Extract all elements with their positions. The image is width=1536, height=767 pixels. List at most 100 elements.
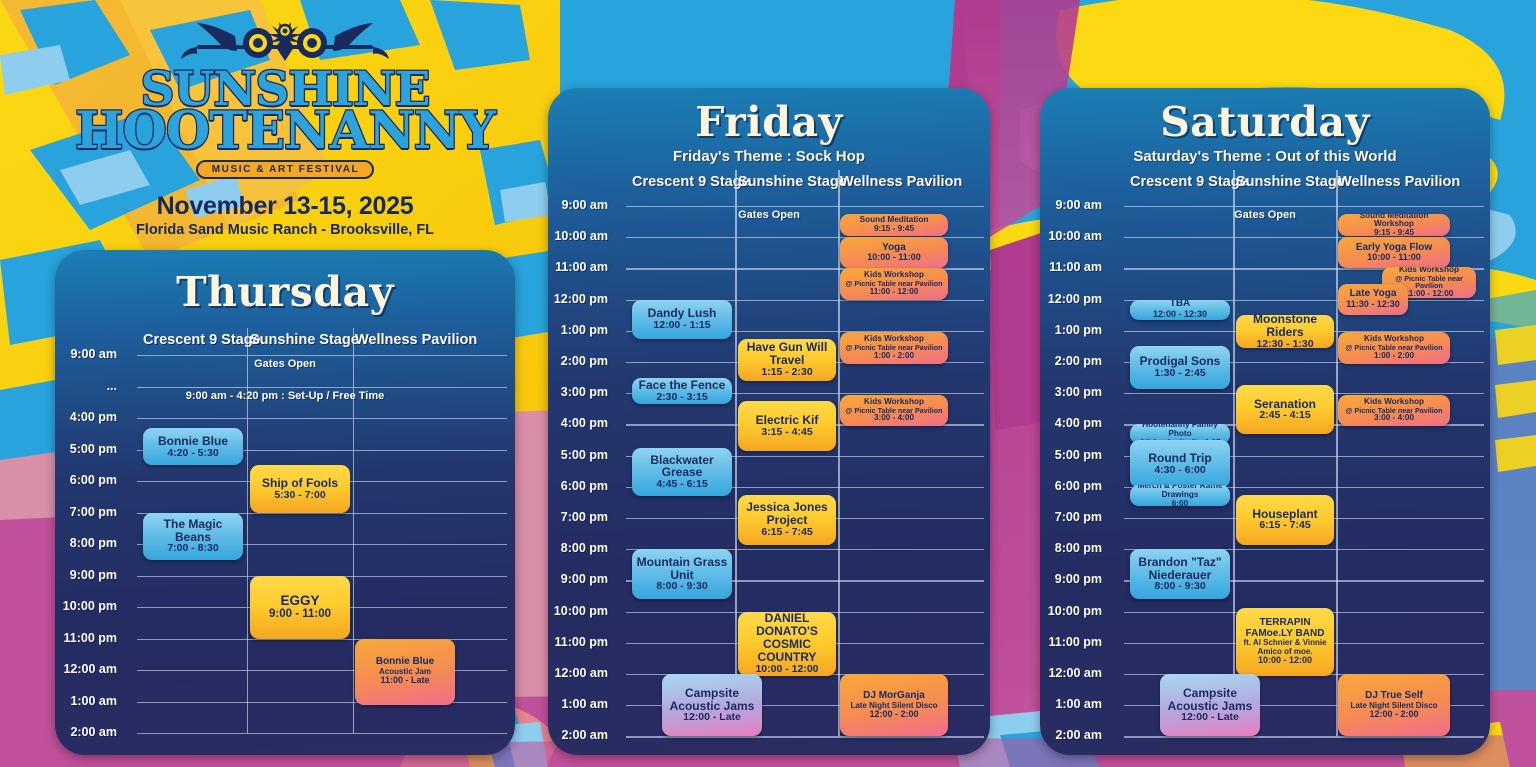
logo-subtitle: MUSIC & ART FESTIVAL: [195, 160, 375, 180]
event-time: 11:00 - 12:00: [869, 286, 919, 296]
grid-line: [1124, 455, 1484, 457]
column-header-sunshine-stage: Sunshine Stage: [1236, 174, 1345, 190]
event-card[interactable]: Sound Meditation Workshop 9:15 - 9:45: [1338, 213, 1450, 236]
event-card[interactable]: Face the Fence 2:30 - 3:15: [632, 377, 732, 405]
grid-line: [626, 268, 984, 270]
event-time: 12:00 - 2:00: [1369, 708, 1419, 719]
event-card[interactable]: DJ True Self Late Night Silent Disco 12:00…: [1338, 674, 1450, 737]
event-time: 4:20 - 5:30: [167, 446, 219, 459]
column-header-crescent-9-stage: Crescent 9 Stage: [1130, 174, 1248, 190]
time-label: 9:00 pm: [560, 572, 608, 587]
grid-line: [1124, 736, 1484, 738]
event-card[interactable]: Moonstone Riders 12:30 - 1:30: [1236, 315, 1334, 348]
grid-line: [137, 544, 507, 546]
event-card[interactable]: TBA 12:00 - 12:30: [1130, 299, 1230, 320]
event-card[interactable]: Dandy Lush 12:00 - 1:15: [632, 299, 732, 339]
event-card[interactable]: Kids Workshop @ Picnic Table near Pavilio…: [840, 394, 948, 426]
event-card[interactable]: Round Trip 4:30 - 6:00: [1130, 440, 1230, 489]
event-subtitle: @ Picnic Table near Pavilion: [1345, 343, 1443, 353]
event-card[interactable]: The Magic Beans 7:00 - 8:30: [143, 512, 243, 560]
event-time: 3:15 - 4:45: [761, 425, 813, 438]
event-time: 10:00 - 12:00: [755, 662, 819, 675]
grid-line: [137, 449, 507, 451]
event-time: 10:00 - 11:00: [1367, 252, 1421, 263]
event-card[interactable]: Merch & Poster Raffle Drawings 6:00: [1130, 485, 1230, 506]
event-time: 3:00 - 4:00: [873, 413, 915, 423]
event-name: TBA: [1169, 299, 1191, 310]
event-name: Jessica Jones Project: [746, 500, 828, 527]
column-header-sunshine-stage: Sunshine Stage: [738, 174, 847, 190]
event-card[interactable]: Blackwater Grease 4:45 - 6:15: [632, 447, 732, 497]
event-name: Houseplant: [1252, 506, 1318, 521]
event-time: 1:00 - 2:00: [1373, 350, 1415, 360]
time-label: 11:00 pm: [63, 630, 117, 645]
event-card[interactable]: Electric Kif 3:15 - 4:45: [738, 401, 836, 451]
event-card[interactable]: Campsite Acoustic Jams 12:00 - Late: [662, 674, 762, 737]
event-card[interactable]: TERRAPIN FAMoe.LY BAND ft. Al Schnier & V…: [1236, 608, 1334, 676]
grid-line: [626, 580, 984, 582]
event-subtitle: ft. Al Schnier & Vinnie Amico of moe.: [1243, 638, 1327, 656]
event-card[interactable]: EGGY 9:00 - 11:00: [250, 575, 350, 639]
event-name: Electric Kif: [755, 412, 819, 427]
grid-line: [137, 386, 507, 388]
event-name: Ship of Fools: [262, 475, 338, 490]
event-card[interactable]: Ship of Fools 5:30 - 7:00: [250, 465, 350, 513]
time-label: 12:00 am: [1048, 666, 1102, 680]
event-card[interactable]: Mountain Grass Unit 8:00 - 9:30: [632, 549, 732, 600]
grid-line: [1124, 206, 1484, 208]
time-label: 2:00 pm: [1054, 354, 1102, 368]
event-time: 11:30 - 12:30: [1346, 299, 1400, 310]
event-card[interactable]: Sound Meditation 9:15 - 9:45: [840, 213, 948, 236]
event-card[interactable]: Kids Workshop @ Picnic Table near Pavilio…: [1338, 394, 1450, 426]
event-card[interactable]: Kids Workshop @ Picnic Table near Pavilio…: [1338, 332, 1450, 364]
event-card[interactable]: Prodigal Sons 1:30 - 2:45: [1130, 346, 1230, 389]
time-label: 11:00 am: [555, 260, 608, 275]
grid-line: [137, 355, 507, 357]
grid-line: [626, 705, 984, 707]
event-card[interactable]: Seranation 2:45 - 4:15: [1236, 385, 1334, 434]
event-time: 2:45 - 4:15: [1259, 409, 1311, 422]
event-card[interactable]: DJ MorGanja Late Night Silent Disco 12:00 …: [840, 674, 948, 737]
event-time: 12:00 - Late: [683, 711, 741, 724]
event-name: Kids Workshop: [1364, 396, 1424, 406]
event-name: DANIEL DONATO'S COSMIC COUNTRY: [756, 611, 818, 664]
event-card[interactable]: Campsite Acoustic Jams 12:00 - Late: [1160, 674, 1260, 737]
day-panel-thursday: Thursday Crescent 9 Stage Sunshine Stage We…: [55, 250, 515, 755]
event-name: Kids Workshop: [864, 270, 924, 280]
event-card[interactable]: Bonnie Blue 4:20 - 5:30: [143, 428, 243, 466]
event-card[interactable]: Have Gun Will Travel 1:15 - 2:30: [738, 338, 836, 381]
event-time: 9:15 - 9:45: [873, 223, 915, 233]
grid-line: [137, 670, 507, 672]
gates-open-label: Gates Open: [1234, 209, 1296, 221]
event-name: Have Gun Will Travel: [746, 340, 828, 368]
time-label: 12:00 pm: [553, 291, 608, 306]
event-card[interactable]: Kids Workshop @ Picnic Table near Pavilio…: [840, 332, 948, 364]
event-card[interactable]: Yoga 10:00 - 11:00: [840, 237, 948, 269]
grid-line: [626, 486, 984, 488]
event-time: 10:00 - 12:00: [1257, 655, 1313, 666]
event-name: Prodigal Sons: [1139, 354, 1221, 369]
event-card[interactable]: Brandon "Taz" Niederauer 8:00 - 9:30: [1130, 549, 1230, 600]
time-label: 2:00 pm: [560, 354, 608, 368]
time-label: 10:00 pm: [1047, 603, 1102, 618]
event-name: Seranation: [1253, 396, 1316, 411]
event-name: TERRAPIN FAMoe.LY BAND: [1245, 617, 1325, 639]
column-divider: [246, 328, 248, 733]
column-header-crescent-9-stage: Crescent 9 Stage: [632, 174, 750, 190]
event-time: 4:30 - 6:00: [1154, 463, 1206, 476]
event-time: 6:15 - 7:45: [1259, 519, 1311, 532]
column-divider: [352, 328, 354, 733]
event-time: 1:00 - 2:00: [873, 350, 915, 360]
event-card[interactable]: Early Yoga Flow 10:00 - 11:00: [1338, 237, 1450, 269]
event-card[interactable]: Kids Workshop @ Picnic Table near Pavilio…: [840, 268, 948, 300]
event-subtitle: Acoustic Jam: [378, 666, 432, 676]
time-label: 10:00 am: [554, 229, 608, 244]
event-card[interactable]: Bonnie Blue Acoustic Jam 11:00 - Late: [355, 638, 455, 705]
grid-line: [626, 455, 984, 457]
event-card[interactable]: Jessica Jones Project 6:15 - 7:45: [738, 494, 836, 545]
event-card[interactable]: DANIEL DONATO'S COSMIC COUNTRY 10:00 - 12…: [738, 611, 836, 676]
event-card[interactable]: Houseplant 6:15 - 7:45: [1236, 494, 1334, 545]
grid-line: [626, 237, 984, 239]
event-time: 12:00 - 12:30: [1152, 309, 1208, 320]
event-card[interactable]: Late Yoga 11:30 - 12:30: [1338, 284, 1408, 316]
